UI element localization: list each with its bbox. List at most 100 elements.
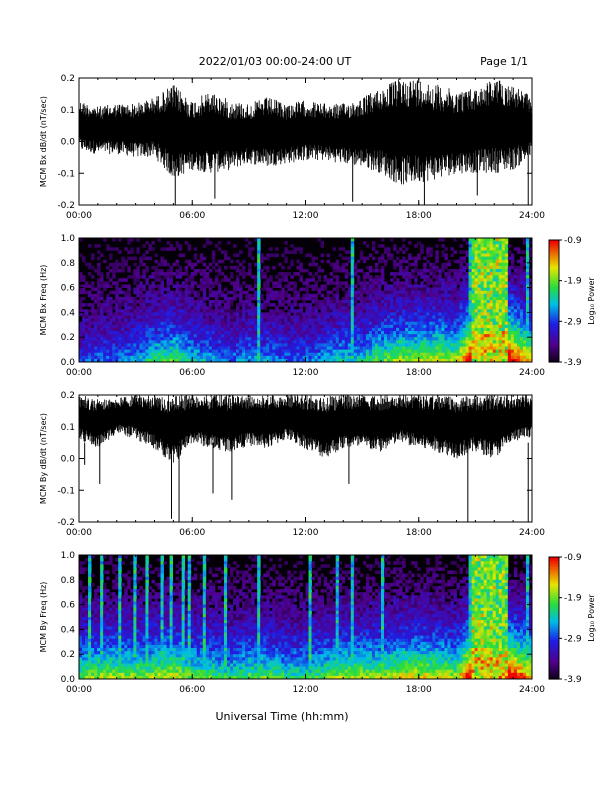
- spectrogram-cell: [438, 238, 441, 242]
- spectrogram-cell: [124, 247, 127, 251]
- spectrogram-cell: [233, 350, 236, 354]
- spectrogram-cell: [351, 260, 354, 264]
- spectrogram-cell: [79, 325, 82, 329]
- spectrogram-cell: [248, 288, 251, 292]
- spectrogram-cell: [423, 300, 426, 304]
- spectrogram-cell: [345, 347, 348, 351]
- spectrogram-cell: [475, 244, 478, 248]
- spectrogram-cell: [460, 244, 463, 248]
- spectrogram-cell: [236, 306, 239, 310]
- spectrogram-cell: [239, 294, 242, 298]
- spectrogram-cell: [97, 328, 100, 332]
- spectrogram-cell: [505, 309, 508, 313]
- spectrogram-cell: [505, 275, 508, 279]
- spectrogram-cell: [366, 312, 369, 316]
- spectrogram-cell: [151, 291, 154, 295]
- spectrogram-cell: [88, 266, 91, 270]
- spectrogram-cell: [520, 306, 523, 310]
- spectrogram-cell: [133, 263, 136, 267]
- spectrogram-cell: [312, 312, 315, 316]
- spectrogram-cell: [384, 316, 387, 320]
- spectrogram-cell: [170, 337, 173, 341]
- spectrogram-cell: [293, 334, 296, 338]
- spectrogram-cell: [278, 297, 281, 301]
- spectrogram-cell: [408, 257, 411, 261]
- spectrogram-cell: [441, 322, 444, 326]
- x-tick-label: 12:00: [293, 211, 319, 221]
- spectrogram-cell: [387, 254, 390, 258]
- spectrogram-cell: [191, 300, 194, 304]
- spectrogram-cell: [315, 272, 318, 276]
- spectrogram-cell: [463, 250, 466, 254]
- spectrogram-cell: [197, 303, 200, 307]
- spectrogram-cell: [463, 340, 466, 344]
- spectrogram-cell: [481, 328, 484, 332]
- spectrogram-cell: [263, 316, 266, 320]
- spectrogram-cell: [505, 266, 508, 270]
- spectrogram-cell: [109, 347, 112, 351]
- spectrogram-cell: [375, 309, 378, 313]
- spectrogram-cell: [293, 331, 296, 335]
- spectrogram-cell: [85, 281, 88, 285]
- spectrogram-cell: [345, 269, 348, 273]
- spectrogram-cell: [460, 319, 463, 323]
- spectrogram-cell: [309, 322, 312, 326]
- spectrogram-cell: [242, 275, 245, 279]
- spectrogram-cell: [227, 312, 230, 316]
- spectrogram-cell: [457, 291, 460, 295]
- spectrogram-cell: [478, 340, 481, 344]
- spectrogram-cell: [399, 353, 402, 357]
- spectrogram-cell: [218, 356, 221, 360]
- spectrogram-cell: [233, 347, 236, 351]
- spectrogram-cell: [375, 347, 378, 351]
- figure-title: 2022/01/03 00:00-24:00 UT: [199, 55, 352, 68]
- spectrogram-cell: [185, 260, 188, 264]
- spectrogram-cell: [360, 294, 363, 298]
- spectrogram-cell: [396, 291, 399, 295]
- spectrogram-cell: [432, 266, 435, 270]
- spectrogram-cell: [203, 322, 206, 326]
- spectrogram-cell: [200, 288, 203, 292]
- spectrogram-cell: [112, 340, 115, 344]
- spectrogram-cell: [100, 312, 103, 316]
- spectrogram-cell: [496, 343, 499, 347]
- spectrogram-cell: [215, 309, 218, 313]
- spectrogram-cell: [466, 322, 469, 326]
- spectrogram-cell: [287, 343, 290, 347]
- spectrogram-cell: [112, 325, 115, 329]
- spectrogram-cell: [484, 241, 487, 245]
- spectrogram-cell: [176, 260, 179, 264]
- spectrogram-cell: [272, 291, 275, 295]
- spectrogram-cell: [351, 291, 354, 295]
- spectrogram-cell: [85, 356, 88, 360]
- spectrogram-cell: [182, 281, 185, 285]
- spectrogram-cell: [239, 356, 242, 360]
- spectrogram-cell: [218, 350, 221, 354]
- spectrogram-cell: [432, 303, 435, 307]
- spectrogram-cell: [520, 312, 523, 316]
- spectrogram-cell: [369, 266, 372, 270]
- spectrogram-cell: [493, 278, 496, 282]
- spectrogram-cell: [502, 331, 505, 335]
- spectrogram-cell: [499, 328, 502, 332]
- spectrogram-cell: [179, 303, 182, 307]
- spectrogram-cell: [224, 297, 227, 301]
- spectrogram-cell: [496, 337, 499, 341]
- y-tick-label: -0.2: [57, 201, 75, 211]
- spectrogram-cell: [378, 300, 381, 304]
- spectrogram-cell: [257, 269, 260, 273]
- spectrogram-cell: [182, 300, 185, 304]
- spectrogram-cell: [130, 306, 133, 310]
- spectrogram-cell: [369, 331, 372, 335]
- spectrogram-cell: [481, 291, 484, 295]
- spectrogram-cell: [296, 266, 299, 270]
- spectrogram-cell: [94, 350, 97, 354]
- spectrogram-cell: [176, 241, 179, 245]
- spectrogram-cell: [505, 356, 508, 360]
- spectrogram-cell: [206, 241, 209, 245]
- spectrogram-cell: [293, 285, 296, 289]
- spectrogram-cell: [360, 291, 363, 295]
- spectrogram-cell: [508, 334, 511, 338]
- spectrogram-cell: [309, 325, 312, 329]
- spectrogram-cell: [212, 303, 215, 307]
